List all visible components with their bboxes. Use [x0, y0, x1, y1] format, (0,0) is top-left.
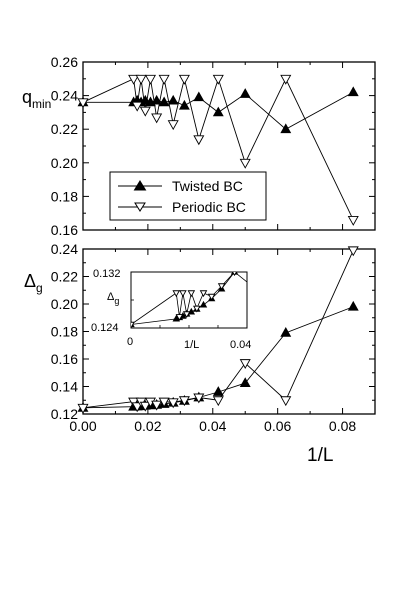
top-point-twisted-11 [212, 106, 224, 117]
top-ytick-label: 0.22 [51, 121, 78, 137]
inset-point-periodic-4 [182, 311, 191, 319]
bottom-xtick-label: 0.04 [199, 418, 226, 434]
top-point-periodic-1 [128, 74, 140, 85]
bottom-point-periodic-6 [151, 400, 163, 411]
bottom-point-periodic-13 [280, 396, 292, 407]
legend-label-twisted: Twisted BC [172, 178, 243, 194]
inset-point-periodic-6 [193, 305, 201, 313]
legend-marker-twisted [133, 180, 147, 191]
top-point-twisted-7 [158, 96, 170, 107]
bottom-ytick-label: 0.22 [51, 269, 78, 285]
bottom-ytick-label: 0.24 [51, 241, 78, 257]
inset: 0.132 0.124 Δg 0 0.04 1/L [91, 268, 251, 351]
bottom-ytick-label: 0.16 [51, 351, 78, 367]
top-point-periodic-9 [178, 74, 190, 85]
top-point-periodic-12 [239, 158, 251, 169]
top-point-periodic-11 [212, 74, 224, 85]
top-ytick-label: 0.16 [51, 222, 78, 238]
top-panel: 0.16 0.18 0.20 0.22 0.24 0.26 qmin Twisted BC… [22, 54, 376, 238]
legend-marker-periodic [134, 202, 146, 212]
bottom-xtick-label: 0.00 [69, 418, 96, 434]
inset-point-periodic-8 [207, 293, 216, 301]
inset-point-periodic-2 [175, 314, 184, 321]
legend-box [109, 171, 267, 221]
bottom-point-periodic-8 [167, 398, 179, 409]
top-point-periodic-0 [77, 98, 89, 109]
bottom-xtick-label: 0.08 [329, 418, 356, 434]
bottom-ytick-label: 0.20 [51, 296, 78, 312]
top-point-periodic-13 [280, 74, 292, 85]
top-point-periodic-8 [167, 120, 179, 131]
top-ylabel: qmin [22, 87, 51, 111]
bottom-point-periodic-7 [158, 397, 170, 408]
inset-xtick-left: 0 [127, 336, 133, 348]
top-point-twisted-6 [151, 94, 163, 105]
inset-point-periodic-1 [172, 290, 181, 298]
bottom-point-periodic-0 [77, 403, 89, 414]
inset-point-periodic-5 [187, 290, 196, 298]
top-point-twisted-8 [167, 94, 179, 105]
top-point-periodic-14 [347, 215, 359, 226]
top-ytick-label: 0.26 [51, 54, 78, 70]
bottom-point-periodic-10 [193, 393, 205, 404]
top-ytick-label: 0.20 [51, 155, 78, 171]
bottom-point-periodic-11 [212, 396, 224, 407]
bottom-ytick-label: 0.18 [51, 324, 78, 340]
top-axis-ticks: 0.16 0.18 0.20 0.22 0.24 0.26 [51, 54, 376, 238]
inset-xlabel: 1/L [184, 339, 199, 351]
legend-label-periodic: Periodic BC [172, 199, 246, 215]
bottom-xtick-label: 0.06 [264, 418, 291, 434]
bottom-xlabel: 1/L [307, 445, 333, 466]
top-series [77, 74, 359, 226]
bottom-point-twisted-13 [280, 327, 292, 337]
inset-series [130, 271, 248, 329]
bottom-axis-ticks: 0.12 0.14 0.16 0.18 0.20 0.22 0.24 0.00 0.02 0.04… [51, 241, 376, 434]
top-point-periodic-6 [151, 113, 163, 124]
inset-clipped-series [131, 272, 247, 328]
bottom-ylabel: Δg [24, 271, 43, 295]
bottom-series [77, 246, 359, 414]
bottom-point-periodic-2 [131, 402, 143, 413]
inset-ytick-top: 0.132 [93, 268, 121, 280]
top-ytick-label: 0.18 [51, 188, 78, 204]
top-point-twisted-13 [280, 123, 292, 134]
inset-ylabel: Δg [107, 291, 119, 306]
inset-point-periodic-10 [232, 272, 237, 277]
top-point-periodic-2 [131, 101, 143, 112]
bottom-point-twisted-14 [347, 300, 359, 311]
inset-ytick-bottom: 0.124 [91, 322, 119, 334]
top-point-periodic-3 [135, 74, 147, 85]
top-point-twisted-12 [239, 88, 251, 98]
bottom-point-periodic-9 [178, 396, 190, 407]
top-point-twisted-9 [178, 99, 190, 110]
top-point-periodic-7 [158, 74, 170, 85]
top-point-periodic-4 [139, 106, 151, 117]
legend: Twisted BC Periodic BC [109, 171, 267, 221]
bottom-point-twisted-11 [212, 386, 224, 396]
top-ytick-label: 0.24 [51, 88, 78, 104]
bottom-panel: 0.12 0.14 0.16 0.18 0.20 0.22 0.24 0.00 0.02 0.04… [24, 241, 376, 466]
inset-point-periodic-9 [217, 283, 226, 291]
top-point-twisted-14 [347, 86, 359, 97]
bottom-point-twisted-12 [239, 377, 251, 387]
top-point-twisted-10 [193, 91, 205, 102]
top-point-periodic-5 [144, 74, 157, 85]
inset-point-twisted-7 [199, 300, 208, 308]
inset-plot-frame [130, 271, 248, 329]
inset-point-periodic-7 [199, 290, 208, 298]
inset-xtick-right: 0.04 [230, 339, 251, 351]
bottom-ytick-label: 0.12 [51, 406, 78, 422]
bottom-ytick-label: 0.14 [51, 379, 78, 395]
bottom-xtick-label: 0.02 [134, 418, 161, 434]
inset-point-periodic-3 [179, 290, 187, 298]
bottom-point-periodic-4 [139, 401, 151, 412]
top-point-periodic-10 [193, 135, 205, 146]
bottom-point-periodic-14 [347, 246, 359, 257]
inset-point-periodic-0 [131, 321, 135, 328]
bottom-point-periodic-12 [239, 359, 251, 370]
